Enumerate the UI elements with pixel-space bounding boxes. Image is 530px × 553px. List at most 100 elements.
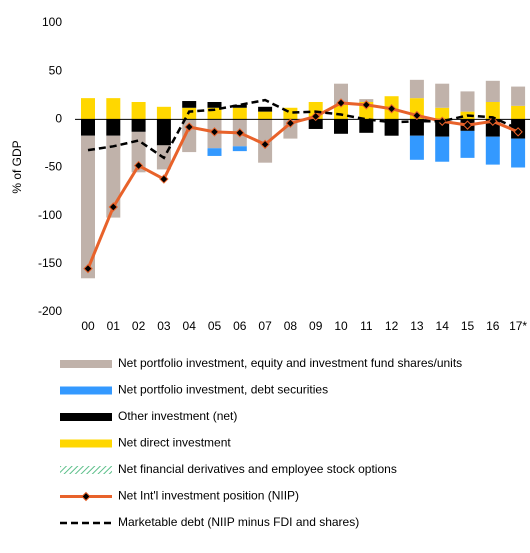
bar-segment — [131, 101, 146, 120]
x-tick-label: 13 — [410, 319, 424, 333]
legend-swatch — [60, 360, 112, 368]
y-tick-label: 100 — [42, 15, 62, 29]
marker — [361, 100, 372, 110]
bar-segment — [485, 101, 500, 120]
y-axis-label: % of GDP — [10, 140, 24, 193]
bar-segment — [409, 119, 424, 136]
bar-segment — [511, 138, 526, 168]
marker — [412, 110, 422, 121]
x-tick-label: 12 — [385, 319, 399, 333]
bar-segment — [106, 135, 121, 218]
marker — [462, 120, 473, 130]
bar-segment — [131, 119, 146, 132]
bar-segment — [232, 104, 247, 108]
bar-segment — [485, 80, 500, 102]
bar-segment — [81, 119, 95, 136]
bar-segment — [460, 130, 475, 158]
y-tick-label: -150 — [38, 256, 62, 270]
x-tick-label: 06 — [233, 319, 247, 333]
x-tick-label: 05 — [208, 319, 222, 333]
marker — [209, 127, 220, 137]
bar-segment — [106, 98, 121, 120]
marker — [133, 160, 144, 171]
legend-swatch — [60, 413, 112, 421]
bar-segment — [359, 119, 374, 133]
x-tick-label: 07 — [258, 319, 272, 333]
bar-segment — [207, 107, 222, 120]
y-tick-label: -200 — [38, 304, 62, 318]
bar-segment — [232, 146, 247, 152]
legend-label: Marketable debt (NIIP minus FDI and shar… — [118, 515, 359, 529]
x-tick-label: 04 — [183, 319, 197, 333]
bar-segment — [435, 107, 450, 120]
line — [87, 98, 519, 160]
marker — [285, 118, 296, 128]
marker — [184, 122, 194, 132]
bar-segment — [409, 79, 424, 99]
marker — [260, 139, 270, 150]
bar-segment — [409, 135, 424, 160]
bar-segment — [156, 106, 171, 120]
bar-segment — [435, 119, 450, 137]
bar-segment — [81, 135, 95, 279]
bar-segment — [232, 107, 247, 120]
y-tick-label: 0 — [55, 112, 62, 126]
legend-marker — [81, 491, 91, 502]
bar-segment — [334, 83, 348, 105]
bar-segment — [460, 91, 475, 112]
bar-segment — [156, 119, 171, 146]
bar-segment — [207, 148, 222, 156]
legend-label: Other investment (net) — [118, 409, 237, 423]
x-tick-label: 09 — [309, 319, 323, 333]
marker — [310, 111, 321, 122]
x-tick-label: 17* — [509, 319, 527, 333]
bar-segment — [334, 119, 348, 134]
bar-segment — [334, 104, 348, 120]
x-tick-label: 02 — [132, 319, 146, 333]
bar-segment — [511, 105, 526, 120]
bar-segment — [207, 101, 222, 108]
bar-segment — [485, 136, 500, 165]
marker — [159, 174, 169, 184]
legend-label: Net financial derivatives and employee s… — [118, 462, 397, 476]
marker — [437, 116, 447, 126]
x-tick-label: 00 — [81, 319, 95, 333]
x-tick-label: 03 — [157, 319, 171, 333]
y-tick-label: -100 — [38, 208, 62, 222]
bar-segment — [384, 119, 399, 136]
x-tick-label: 14 — [436, 319, 450, 333]
bar-segment — [283, 107, 298, 120]
x-tick-label: 08 — [284, 319, 298, 333]
legend-label: Net portfolio investment, equity and inv… — [118, 356, 462, 370]
marker — [235, 128, 245, 138]
legend-swatch — [60, 466, 112, 474]
x-tick-label: 01 — [107, 319, 121, 333]
legend-swatch — [60, 386, 112, 395]
x-tick-label: 16 — [486, 319, 500, 333]
bar-segment — [182, 101, 197, 108]
y-tick-label: -50 — [45, 160, 63, 174]
bar-segment — [308, 119, 323, 129]
marker — [108, 202, 119, 212]
bar-segment — [435, 136, 450, 162]
marker — [336, 98, 346, 108]
marker — [83, 263, 93, 274]
bar-segment — [511, 86, 526, 106]
x-tick-label: 11 — [360, 319, 373, 333]
legend-swatch — [60, 439, 112, 448]
legend-label: Net direct investment — [118, 436, 231, 450]
x-tick-label: 15 — [461, 319, 475, 333]
x-tick-label: 10 — [334, 319, 348, 333]
bar-segment — [81, 98, 95, 120]
marker — [513, 127, 523, 137]
legend-label: Net Int'l investment position (NIIP) — [118, 489, 299, 503]
line — [86, 101, 519, 270]
bar-segment — [258, 111, 273, 120]
bar-segment — [435, 83, 450, 108]
bar-segment — [258, 106, 273, 112]
y-tick-label: 50 — [49, 63, 63, 77]
marker — [386, 104, 397, 114]
bar-segment — [106, 119, 121, 136]
legend-label: Net portfolio investment, debt securitie… — [118, 383, 328, 397]
